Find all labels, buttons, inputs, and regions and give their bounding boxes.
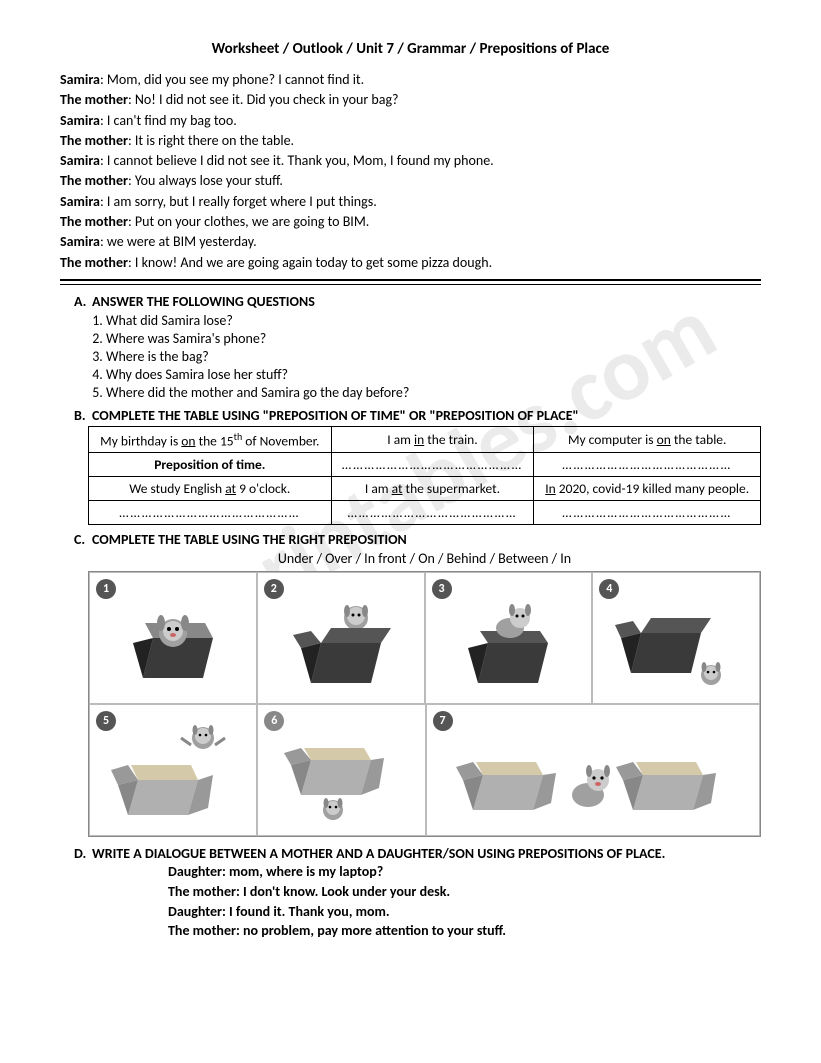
img-cell-1: 1 xyxy=(89,572,257,704)
question: Where was Samira's phone? xyxy=(106,330,761,347)
img-cell-3: 3 xyxy=(425,572,593,704)
prep-table: My birthday is on the 15th of November. … xyxy=(88,426,761,526)
speaker: Samira xyxy=(60,193,100,210)
speaker: The mother xyxy=(60,132,128,149)
cell: Preposition of time. xyxy=(89,453,332,477)
speaker: The mother xyxy=(60,254,128,271)
line: : I cannot believe I did not see it. Tha… xyxy=(100,152,494,169)
section-letter: D. xyxy=(74,845,92,862)
speaker: The mother xyxy=(60,172,128,189)
section-letter: B. xyxy=(74,407,92,424)
question: Where is the bag? xyxy=(106,348,761,365)
cell-blank[interactable]: ……………………………………… xyxy=(534,501,761,525)
section-heading: COMPLETE THE TABLE USING "PREPOSITION OF… xyxy=(92,407,579,424)
section-c: C.COMPLETE THE TABLE USING THE RIGHT PRE… xyxy=(88,531,761,837)
cell: In 2020, covid-19 killed many people. xyxy=(534,477,761,501)
img-cell-7: 7 xyxy=(426,704,761,836)
question: Why does Samira lose her stuff? xyxy=(106,366,761,383)
example-line: The mother: I don't know. Look under you… xyxy=(168,882,761,902)
line: : I know! And we are going again today t… xyxy=(128,254,492,271)
line: : Mom, did you see my phone? I cannot fi… xyxy=(100,71,364,88)
box-dog-icon xyxy=(453,710,733,830)
section-heading: WRITE A DIALOGUE BETWEEN A MOTHER AND A … xyxy=(92,845,665,862)
section-letter: C. xyxy=(74,531,92,548)
divider xyxy=(60,279,761,285)
prep-options: Under / Over / In front / On / Behind / … xyxy=(88,550,761,567)
cell: We study English at 9 o'clock. xyxy=(89,477,332,501)
cell: My birthday is on the 15th of November. xyxy=(89,426,332,453)
example-line: Daughter: I found it. Thank you, mom. xyxy=(168,902,761,922)
section-heading: ANSWER THE FOLLOWING QUESTIONS xyxy=(92,293,315,310)
line: : You always lose your stuff. xyxy=(128,172,283,189)
example-dialogue: Daughter: mom, where is my laptop? The m… xyxy=(168,862,761,940)
question: What did Samira lose? xyxy=(106,312,761,329)
speaker: The mother xyxy=(60,213,128,230)
line: : I am sorry, but I really forget where … xyxy=(100,193,377,210)
box-dog-icon xyxy=(271,710,411,830)
speaker: Samira xyxy=(60,112,100,129)
line: : we were at BIM yesterday. xyxy=(100,233,257,250)
speaker: Samira xyxy=(60,152,100,169)
line: : I can't find my bag too. xyxy=(100,112,237,129)
section-heading: COMPLETE THE TABLE USING THE RIGHT PREPO… xyxy=(92,531,407,548)
cell-blank[interactable]: ………………………………………… xyxy=(331,453,534,477)
section-d: D.WRITE A DIALOGUE BETWEEN A MOTHER AND … xyxy=(88,845,761,940)
cell: I am at the supermarket. xyxy=(331,477,534,501)
example-line: Daughter: mom, where is my laptop? xyxy=(168,862,761,882)
speaker: The mother xyxy=(60,91,128,108)
cell-blank[interactable]: ……………………………………… xyxy=(331,501,534,525)
img-cell-2: 2 xyxy=(257,572,425,704)
cell: I am in the train. xyxy=(331,426,534,453)
img-cell-6: 6 xyxy=(257,704,425,836)
box-dog-icon xyxy=(611,583,741,693)
speaker: Samira xyxy=(60,233,100,250)
question-list: What did Samira lose? Where was Samira's… xyxy=(106,312,761,401)
box-dog-icon xyxy=(448,583,568,693)
box-dog-icon xyxy=(113,583,233,693)
img-cell-5: 5 xyxy=(89,704,257,836)
dialogue-block: Samira: Mom, did you see my phone? I can… xyxy=(60,70,761,273)
section-b: B.COMPLETE THE TABLE USING "PREPOSITION … xyxy=(88,407,761,526)
example-line: The mother: no problem, pay more attenti… xyxy=(168,921,761,941)
image-grid: 1 2 3 xyxy=(88,571,761,837)
cell-blank[interactable]: ……………………………………… xyxy=(534,453,761,477)
cell: My computer is on the table. xyxy=(534,426,761,453)
speaker: Samira xyxy=(60,71,100,88)
line: : It is right there on the table. xyxy=(128,132,294,149)
img-cell-4: 4 xyxy=(592,572,760,704)
box-dog-icon xyxy=(103,710,243,830)
section-a: A.ANSWER THE FOLLOWING QUESTIONS What di… xyxy=(88,293,761,401)
question: Where did the mother and Samira go the d… xyxy=(106,384,761,401)
page-title: Worksheet / Outlook / Unit 7 / Grammar /… xyxy=(60,40,761,58)
box-dog-icon xyxy=(281,583,401,693)
badge: 7 xyxy=(433,711,453,731)
section-letter: A. xyxy=(74,293,92,310)
line: : Put on your clothes, we are going to B… xyxy=(128,213,369,230)
line: : No! I did not see it. Did you check in… xyxy=(128,91,399,108)
cell-blank[interactable]: ………………………………………… xyxy=(89,501,332,525)
